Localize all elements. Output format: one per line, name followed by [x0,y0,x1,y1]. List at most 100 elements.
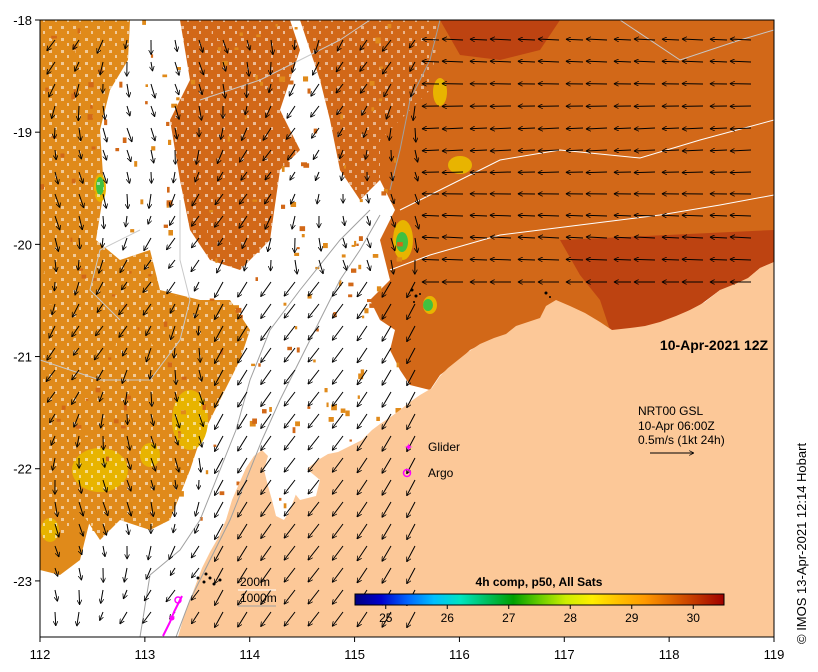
sst-speck [124,369,128,374]
current-arrow [174,457,179,472]
current-arrow [261,479,272,495]
current-arrow [336,39,344,51]
current-arrow [381,369,392,386]
current-arrow [415,237,417,253]
lat-tick-label: -22 [13,462,32,477]
current-arrow [490,128,512,129]
current-arrow [284,413,296,428]
current-arrow [269,83,271,93]
current-arrow [341,171,343,181]
current-arrow [238,523,248,539]
sst-speck [75,425,82,429]
sst-speck [209,210,213,213]
current-arrow [315,171,319,181]
current-arrow [422,150,440,151]
current-arrow [292,215,296,229]
current-arrow [357,391,368,407]
sst-speck [163,224,168,228]
sst-speck [176,97,180,101]
cloud-over-peninsula [292,466,320,500]
current-arrow [662,215,680,216]
sst-speck [145,84,148,87]
current-arrow [284,281,296,296]
current-arrow [101,589,103,604]
current-arrow [518,128,536,129]
current-arrow [366,237,371,248]
current-arrow [614,128,632,129]
current-arrow [336,61,344,72]
sst-speck [313,359,316,363]
colorbar-tick-label: 26 [441,611,455,625]
current-arrow [586,128,608,129]
current-arrow [218,237,224,246]
current-arrow [357,325,368,341]
sst-speck [148,274,152,277]
current-arrow [470,259,488,260]
current-arrow [566,237,584,238]
current-arrow [365,149,367,160]
current-arrow [103,215,104,229]
current-arrow [150,105,155,117]
current-arrow [284,501,296,516]
current-arrow [284,457,296,472]
sst-speck [61,405,66,410]
sst-speck [275,24,278,27]
current-arrow [357,545,368,561]
current-arrow [238,413,248,429]
current-arrow [337,105,344,115]
current-scale-label: 0.5m/s (1kt 24h) [638,433,725,447]
current-arrow [391,259,394,274]
sst-speck [206,30,212,36]
current-arrow [415,171,418,181]
sst-speck [296,247,300,250]
current-arrow [332,545,344,560]
sst-speck [361,315,365,319]
current-arrow [175,127,177,139]
sst-speck [85,432,91,436]
current-arrow [195,501,200,517]
current-arrow [287,149,296,160]
current-arrow [682,150,704,151]
current-arrow [170,193,176,208]
sst-speck [256,34,261,38]
current-arrow [586,150,608,151]
current-arrow [79,127,81,141]
current-arrow [295,259,297,274]
current-arrow [143,611,152,624]
sst-speck [92,525,95,531]
current-arrow [357,281,368,297]
current-arrow [391,171,393,181]
sst-speck [252,418,257,424]
current-arrow [308,435,320,450]
current-arrow [292,61,295,73]
sst-speck [381,191,387,196]
sst-speck [351,268,357,273]
current-arrow [406,545,416,562]
argo-position-marker [174,596,182,604]
current-arrow [586,237,608,238]
sst-speck [396,257,403,262]
current-arrow [48,325,56,338]
sst-speck [325,28,331,32]
sst-speck [151,340,154,345]
current-arrow [381,281,392,298]
sst-speck [233,305,239,310]
current-arrow [710,39,728,40]
sst-speck [386,74,391,81]
current-arrow [52,457,55,471]
current-arrow [442,259,464,260]
sst-speck [150,54,154,58]
current-arrow [150,435,155,449]
sst-speck [112,294,116,297]
sst-speck [260,81,263,86]
current-arrow [634,39,656,40]
current-arrow [126,435,130,451]
current-arrow [381,391,392,408]
current-arrow [75,61,80,72]
current-arrow [175,39,177,52]
current-arrow [634,61,656,62]
current-arrow [337,127,344,137]
sst-speck [213,24,217,31]
current-arrow [241,171,248,180]
current-arrow [284,567,296,582]
